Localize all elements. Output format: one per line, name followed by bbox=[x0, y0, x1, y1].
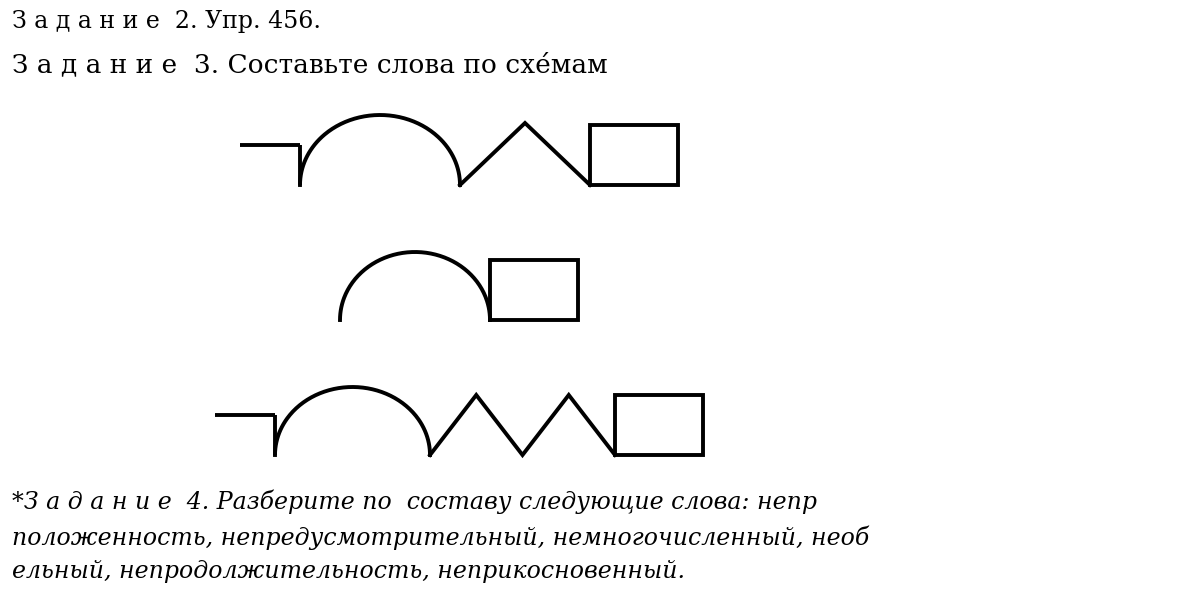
Text: ельный, непродолжительность, неприкосновенный.: ельный, непродолжительность, неприкоснов… bbox=[12, 560, 685, 583]
Text: *З а д а н и е  4. Разберите по  составу следующие слова: непр: *З а д а н и е 4. Разберите по составу с… bbox=[12, 490, 818, 515]
Bar bbox=[590, 125, 678, 185]
Text: положенность, непредусмотрительный, немногочисленный, необ: положенность, непредусмотрительный, немн… bbox=[12, 526, 869, 550]
Text: З а д а н и е  3. Составьте слова по схе́мам: З а д а н и е 3. Составьте слова по схе́… bbox=[12, 52, 608, 77]
Text: З а д а н и е  2. Упр. 456.: З а д а н и е 2. Упр. 456. bbox=[12, 10, 321, 33]
Bar bbox=[490, 260, 578, 320]
Bar bbox=[615, 395, 703, 455]
